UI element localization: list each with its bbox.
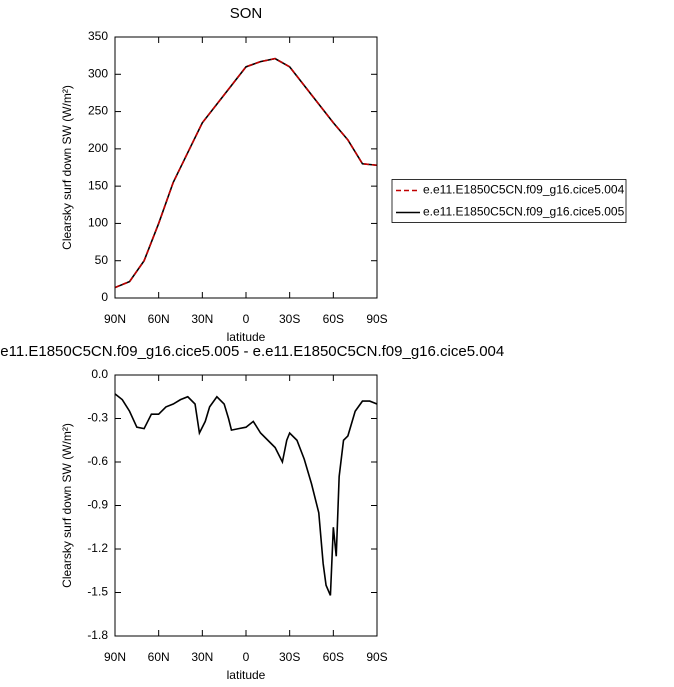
y-tick-label: -0.9 — [87, 498, 108, 512]
data-line — [114, 57, 378, 289]
x-tick-label: 30N — [191, 312, 213, 326]
data-line — [114, 57, 378, 289]
x-tick-label: 60N — [148, 312, 170, 326]
y-tick-label: -0.6 — [87, 454, 108, 468]
y-tick-label: 200 — [88, 141, 108, 155]
x-axis-label: latitude — [227, 330, 266, 344]
y-tick-label: 300 — [88, 66, 108, 80]
x-axis-label: latitude — [227, 668, 266, 682]
y-axis-label: Clearsky surf down SW (W/m²) — [60, 423, 74, 588]
y-tick-label: 100 — [88, 216, 108, 230]
legend-label: e.e11.E1850C5CN.f09_g16.cice5.005 — [423, 205, 625, 219]
legend-label: e.e11.E1850C5CN.f09_g16.cice5.004 — [423, 183, 625, 197]
legend-box — [391, 179, 627, 223]
x-tick-label: 0 — [243, 312, 250, 326]
plot-frame — [114, 36, 378, 299]
x-tick-label: 0 — [243, 650, 250, 664]
y-tick-label: 350 — [88, 29, 108, 43]
y-tick-label: -1.5 — [87, 585, 108, 599]
y-tick-label: 250 — [88, 104, 108, 118]
x-tick-label: 90S — [366, 312, 387, 326]
x-tick-label: 30S — [279, 312, 300, 326]
plot-frame — [114, 374, 378, 637]
data-line — [114, 393, 378, 596]
x-tick-label: 90N — [104, 650, 126, 664]
y-tick-label: 0 — [101, 290, 108, 304]
y-tick-label: -1.2 — [87, 541, 108, 555]
y-tick-label: -0.3 — [87, 411, 108, 425]
chart-title: e.e11.E1850C5CN.f09_g16.cice5.005 - e.e1… — [0, 343, 504, 360]
y-tick-label: 0.0 — [91, 367, 108, 381]
y-tick-label: 150 — [88, 178, 108, 192]
x-tick-label: 60N — [148, 650, 170, 664]
x-tick-label: 30S — [279, 650, 300, 664]
y-axis-label: Clearsky surf down SW (W/m²) — [60, 85, 74, 250]
x-tick-label: 90S — [366, 650, 387, 664]
x-tick-label: 60S — [323, 312, 344, 326]
x-tick-label: 30N — [191, 650, 213, 664]
y-tick-label: 50 — [95, 253, 109, 267]
x-tick-label: 60S — [323, 650, 344, 664]
x-tick-label: 90N — [104, 312, 126, 326]
y-tick-label: -1.8 — [87, 628, 108, 642]
chart-title: SON — [230, 5, 263, 22]
